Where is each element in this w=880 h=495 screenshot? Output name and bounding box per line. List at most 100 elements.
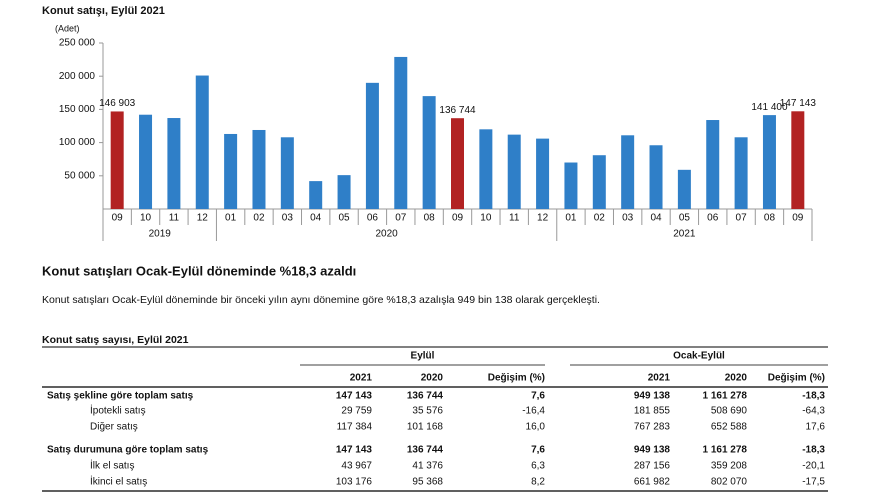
x-tick-label: 01 xyxy=(565,213,577,224)
table-cell: 1 161 278 xyxy=(703,391,748,402)
table-cell: 16,0 xyxy=(526,422,546,433)
bar xyxy=(422,96,436,209)
bar xyxy=(734,137,748,209)
bar xyxy=(252,129,266,209)
table-cell: 101 168 xyxy=(407,422,444,433)
table-cell: -20,1 xyxy=(802,461,825,472)
table-row-label: Diğer satış xyxy=(90,422,138,433)
data-label: 141 400 xyxy=(751,102,788,113)
x-tick-label: 03 xyxy=(622,213,634,224)
table-title: Konut satış sayısı, Eylül 2021 xyxy=(42,334,189,346)
bar xyxy=(280,137,294,209)
chart-title: Konut satışı, Eylül 2021 xyxy=(42,5,165,17)
y-tick-label: 250 000 xyxy=(59,38,96,49)
table-cell: 117 384 xyxy=(337,422,373,433)
table-cell: 7,6 xyxy=(531,391,545,402)
y-tick-label: 200 000 xyxy=(59,71,96,82)
x-tick-label: 05 xyxy=(338,213,350,224)
x-tick-label: 10 xyxy=(480,213,492,224)
y-tick-label: 100 000 xyxy=(59,137,96,148)
data-label: 146 903 xyxy=(99,98,136,109)
x-group-label: 2021 xyxy=(673,229,696,240)
x-tick-label: 09 xyxy=(452,213,464,224)
x-tick-label: 02 xyxy=(594,213,606,224)
table-cell: 949 138 xyxy=(634,445,671,456)
x-tick-label: 01 xyxy=(225,213,237,224)
table-cell: 35 576 xyxy=(412,406,443,417)
x-group-label: 2019 xyxy=(149,229,172,240)
x-tick-label: 09 xyxy=(792,213,804,224)
heading: Konut satışları Ocak-Eylül döneminde %18… xyxy=(42,263,356,278)
x-tick-label: 02 xyxy=(253,213,265,224)
bar xyxy=(337,175,351,209)
table-cell: 103 176 xyxy=(336,477,373,488)
bar xyxy=(706,120,720,209)
x-tick-label: 11 xyxy=(509,213,520,224)
bar xyxy=(791,111,805,209)
bar xyxy=(536,138,550,209)
table-cell: 43 967 xyxy=(341,461,372,472)
bar xyxy=(451,118,464,209)
y-axis-label: (Adet) xyxy=(55,23,80,33)
table-cell: 29 759 xyxy=(341,406,372,417)
bar xyxy=(309,181,323,209)
table-cell: 136 744 xyxy=(407,391,444,402)
table-cell: 8,2 xyxy=(531,477,545,488)
table-group-header: Ocak-Eylül xyxy=(673,351,725,362)
table-column-header: Değişim (%) xyxy=(488,373,545,384)
table-cell: -16,4 xyxy=(522,406,545,417)
table-cell: -64,3 xyxy=(802,406,825,417)
bar xyxy=(649,145,663,209)
x-tick-label: 05 xyxy=(679,213,691,224)
table-cell: 147 143 xyxy=(336,391,373,402)
x-tick-label: 03 xyxy=(282,213,294,224)
x-tick-label: 04 xyxy=(310,213,322,224)
table-row-label: Satış durumuna göre toplam satış xyxy=(47,445,209,456)
table-cell: 1 161 278 xyxy=(703,445,748,456)
x-tick-label: 12 xyxy=(197,213,209,224)
table-cell: 136 744 xyxy=(407,445,444,456)
table-cell: 652 588 xyxy=(711,422,748,433)
bar xyxy=(564,162,578,209)
table-cell: 17,6 xyxy=(806,422,826,433)
y-tick-label: 150 000 xyxy=(59,104,96,115)
bar xyxy=(762,115,776,209)
x-tick-label: 11 xyxy=(169,213,180,224)
bar xyxy=(365,82,379,209)
table-cell: 95 368 xyxy=(412,477,443,488)
x-tick-label: 08 xyxy=(424,213,436,224)
table-cell: 661 982 xyxy=(634,477,671,488)
table-cell: 359 208 xyxy=(711,461,748,472)
x-tick-label: 07 xyxy=(736,213,748,224)
paragraph: Konut satışları Ocak-Eylül döneminde bir… xyxy=(42,294,600,306)
x-tick-label: 08 xyxy=(764,213,776,224)
table-column-header: 2021 xyxy=(350,373,373,384)
table-cell: -18,3 xyxy=(802,445,825,456)
bar xyxy=(677,169,691,209)
table-column-header: 2021 xyxy=(648,373,671,384)
bar xyxy=(479,129,493,209)
bar xyxy=(167,118,181,209)
x-tick-label: 04 xyxy=(650,213,662,224)
table-group-header: Eylül xyxy=(411,351,435,362)
table-row-label: İpotekli satış xyxy=(90,404,146,417)
table-cell: 287 156 xyxy=(634,461,671,472)
data-label: 136 744 xyxy=(439,105,476,116)
table-cell: 7,6 xyxy=(531,445,545,456)
table-column-header: 2020 xyxy=(421,373,444,384)
table-cell: 767 283 xyxy=(634,422,671,433)
bar xyxy=(621,135,635,209)
table-column-header: 2020 xyxy=(725,373,748,384)
bar xyxy=(110,111,124,209)
bar xyxy=(224,133,238,209)
x-tick-label: 10 xyxy=(140,213,152,224)
table-row-label: İlk el satış xyxy=(90,459,134,472)
bar xyxy=(507,134,521,209)
bar xyxy=(592,155,606,209)
table-cell: 6,3 xyxy=(531,461,545,472)
table-column-header: Değişim (%) xyxy=(768,373,825,384)
x-tick-label: 12 xyxy=(537,213,549,224)
table-cell: 508 690 xyxy=(711,406,748,417)
